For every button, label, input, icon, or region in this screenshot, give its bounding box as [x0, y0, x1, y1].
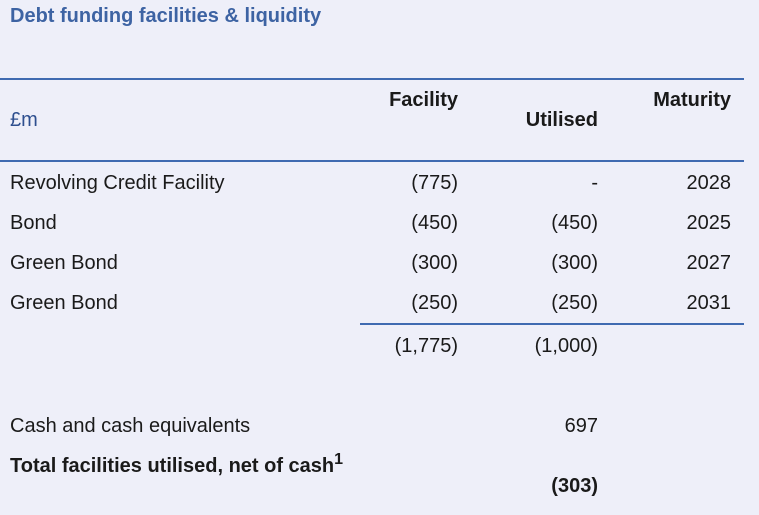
net-label-text: Total facilities utilised, net of cash	[10, 455, 335, 477]
page-title: Debt funding facilities & liquidity	[10, 5, 322, 27]
cash-utilised: 697	[564, 415, 598, 437]
row-facility: (300)	[411, 252, 458, 274]
row-facility: (450)	[411, 212, 458, 234]
row-maturity: 2027	[686, 252, 732, 274]
header-top-rule	[0, 78, 744, 80]
row-utilised: (300)	[551, 252, 598, 274]
footnote-marker: 1	[334, 451, 344, 468]
row-facility: (250)	[411, 292, 458, 314]
cash-label: Cash and cash equivalents	[10, 415, 251, 437]
row-maturity: 2025	[686, 212, 732, 234]
unit-label: £m	[10, 109, 38, 131]
row-maturity: 2028	[686, 172, 732, 194]
net-label: Total facilities utilised, net of cash1	[10, 446, 355, 486]
header-bottom-rule	[0, 160, 744, 162]
column-header-utilised: Utilised	[525, 109, 598, 131]
subtotal-rule	[360, 323, 744, 325]
row-utilised: -	[591, 172, 598, 194]
row-utilised: (250)	[551, 292, 598, 314]
row-label: Bond	[10, 212, 57, 234]
row-label: Green Bond	[10, 292, 118, 314]
row-label: Revolving Credit Facility	[10, 172, 225, 194]
row-facility: (775)	[411, 172, 458, 194]
row-maturity: 2031	[686, 292, 732, 314]
total-facility: (1,775)	[394, 335, 458, 357]
column-header-maturity: Maturity	[653, 89, 731, 111]
total-utilised: (1,000)	[534, 335, 598, 357]
row-utilised: (450)	[551, 212, 598, 234]
net-utilised: (303)	[551, 475, 598, 497]
row-label: Green Bond	[10, 252, 118, 274]
column-header-facility: Facility	[389, 89, 458, 111]
